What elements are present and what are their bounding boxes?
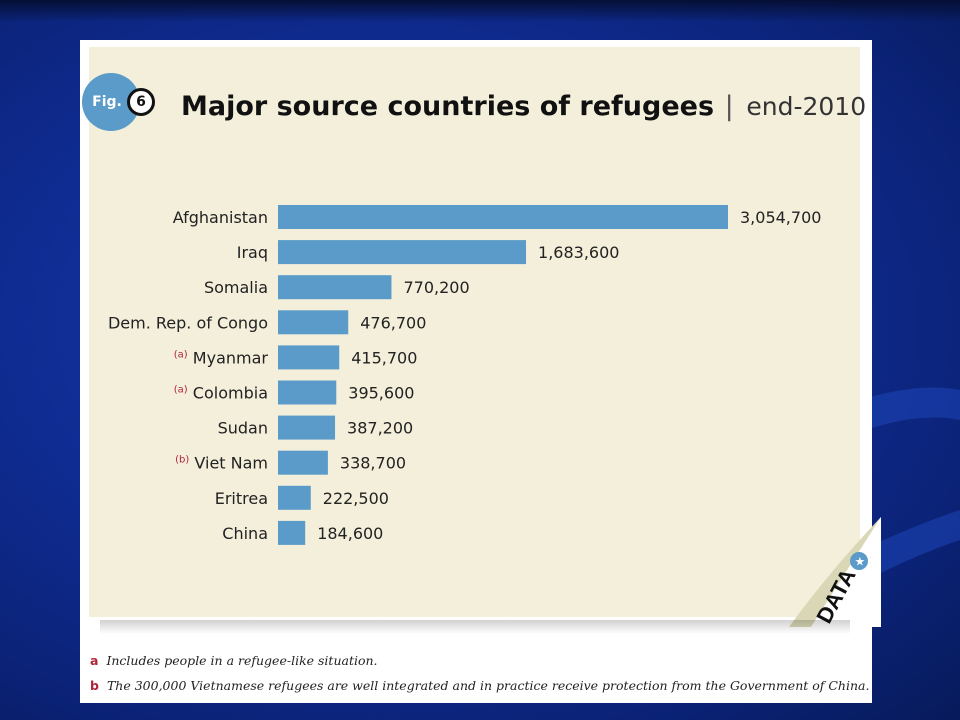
footnote-marker: (b): [175, 455, 189, 466]
chart-title-row: Major source countries of refugees | end…: [181, 91, 866, 122]
star-glyph: ★: [855, 555, 866, 569]
bar-chart: Afghanistan 3,054,700 Iraq 1,683,600 Somalia…: [108, 205, 821, 545]
top-band: [0, 0, 960, 22]
footnote-a-text: Includes people in a refugee-like situat…: [106, 653, 378, 668]
figure-card: Fig. 6 Major source countries of refugee…: [80, 40, 881, 703]
category-label: Eritrea: [215, 489, 268, 508]
chart-panel: Fig. 6 Major source countries of refugee…: [82, 47, 881, 627]
fig-number-badge: 6: [127, 88, 155, 116]
bar: [278, 450, 328, 475]
category-label: Dem. Rep. of Congo: [108, 313, 268, 332]
value-label: 3,054,700: [740, 208, 821, 227]
bar: [278, 520, 306, 545]
footnote-a-letter: a: [90, 653, 99, 668]
value-label: 387,200: [347, 419, 413, 438]
data-badge-star-icon: [850, 552, 868, 570]
value-label: 415,700: [351, 348, 417, 367]
bar: [278, 240, 527, 265]
value-label: 395,600: [348, 384, 414, 403]
fig-number: 6: [136, 94, 146, 110]
category-label: (a) Colombia: [174, 384, 268, 403]
chart-title: Major source countries of refugees: [181, 91, 715, 122]
bar: [278, 310, 349, 335]
bar: [278, 345, 340, 370]
category-label: China: [222, 524, 268, 543]
bar: [278, 275, 392, 300]
value-label: 1,683,600: [538, 243, 619, 262]
footnote-b-text: The 300,000 Vietnamese refugees are well…: [106, 678, 870, 693]
footnote-marker: (a): [174, 349, 188, 360]
panel-shadow: [100, 620, 850, 634]
bar: [278, 205, 728, 229]
bar: [278, 415, 336, 440]
value-label: 338,700: [340, 454, 406, 473]
chart-subtitle: end-2010: [746, 92, 867, 121]
category-label: Somalia: [204, 278, 268, 297]
footnote-marker: (a): [174, 385, 188, 396]
value-label: 222,500: [323, 489, 389, 508]
footnote-b: b The 300,000 Vietnamese refugees are wel…: [90, 678, 869, 693]
value-label: 184,600: [317, 524, 383, 543]
title-separator: |: [724, 91, 734, 122]
fig-label: Fig.: [92, 94, 122, 110]
footnote-a: a Includes people in a refugee-like situa…: [90, 653, 378, 668]
value-label: 476,700: [360, 313, 426, 332]
category-label: Afghanistan: [173, 208, 268, 227]
data-badge-corner: DATA ★: [789, 517, 881, 627]
category-label: Sudan: [218, 419, 268, 438]
category-label: (b) Viet Nam: [175, 454, 268, 473]
footnote-b-letter: b: [90, 678, 99, 693]
category-label: (a) Myanmar: [174, 348, 269, 367]
category-label: Iraq: [237, 243, 268, 262]
bar: [278, 380, 337, 405]
value-label: 770,200: [403, 278, 469, 297]
bar: [278, 485, 311, 510]
